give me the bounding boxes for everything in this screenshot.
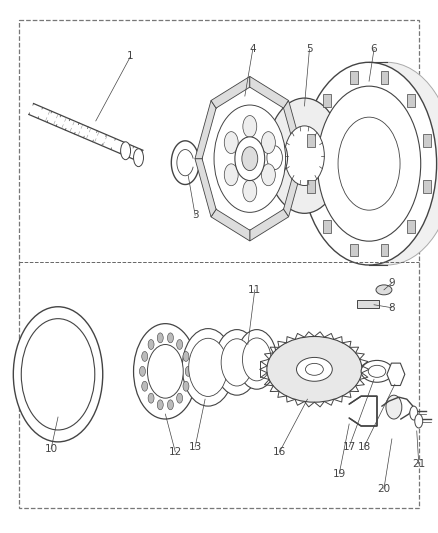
Ellipse shape [360,360,392,382]
Polygon shape [307,180,315,193]
Ellipse shape [182,329,233,406]
Polygon shape [322,94,330,107]
Ellipse shape [147,344,183,398]
Text: 18: 18 [357,442,370,452]
Ellipse shape [221,339,252,386]
Ellipse shape [375,285,391,295]
Ellipse shape [167,333,173,343]
Text: 16: 16 [272,447,286,457]
Ellipse shape [21,319,95,430]
Ellipse shape [337,117,399,210]
Polygon shape [406,221,414,233]
Polygon shape [422,134,430,147]
Ellipse shape [261,138,287,177]
Text: 9: 9 [388,278,394,288]
Ellipse shape [139,366,145,376]
Ellipse shape [167,400,173,410]
Bar [356,300,378,308]
Polygon shape [249,209,288,241]
Text: 17: 17 [342,442,355,452]
Ellipse shape [183,351,188,361]
Polygon shape [349,71,357,84]
Polygon shape [322,221,330,233]
Ellipse shape [185,366,191,376]
Polygon shape [406,94,414,107]
Ellipse shape [296,358,332,381]
Ellipse shape [242,116,256,138]
Polygon shape [386,363,404,385]
Polygon shape [194,101,215,159]
Polygon shape [283,101,304,159]
Ellipse shape [318,62,438,265]
Ellipse shape [242,338,270,381]
Ellipse shape [261,164,275,185]
Ellipse shape [183,381,188,391]
Ellipse shape [141,381,147,391]
Ellipse shape [120,142,130,160]
Ellipse shape [176,393,182,403]
Ellipse shape [201,87,297,230]
Ellipse shape [176,340,182,350]
Text: 4: 4 [249,44,255,54]
Polygon shape [194,159,215,217]
Text: 6: 6 [370,44,377,54]
Ellipse shape [266,336,361,402]
Polygon shape [249,76,288,108]
Polygon shape [380,71,388,84]
Text: 20: 20 [377,483,390,494]
Ellipse shape [266,98,342,213]
Ellipse shape [224,132,238,154]
Ellipse shape [148,393,154,403]
Text: 12: 12 [168,447,181,457]
Ellipse shape [241,147,257,171]
Ellipse shape [188,338,227,397]
Polygon shape [380,244,388,256]
Ellipse shape [214,105,285,212]
Text: 13: 13 [188,442,201,452]
Ellipse shape [284,126,324,185]
Polygon shape [307,134,315,147]
Polygon shape [422,180,430,193]
Ellipse shape [141,351,147,361]
Text: 19: 19 [332,469,345,479]
Text: 10: 10 [44,444,57,454]
Text: 1: 1 [127,51,134,61]
Ellipse shape [414,414,422,428]
Polygon shape [211,76,249,108]
Ellipse shape [237,329,276,389]
Ellipse shape [367,365,385,377]
Ellipse shape [242,180,256,202]
Polygon shape [211,209,249,241]
Text: 3: 3 [191,211,198,220]
Ellipse shape [385,395,401,419]
Ellipse shape [305,364,323,375]
Ellipse shape [133,324,197,419]
Ellipse shape [301,62,436,265]
Ellipse shape [157,333,163,343]
Ellipse shape [409,406,417,420]
Polygon shape [283,159,304,217]
Ellipse shape [224,164,238,185]
Ellipse shape [157,400,163,410]
Ellipse shape [266,146,282,169]
Ellipse shape [215,329,258,395]
Polygon shape [349,244,357,256]
Ellipse shape [234,137,264,181]
Text: 8: 8 [388,303,394,313]
Text: 21: 21 [411,459,424,469]
Ellipse shape [317,86,420,241]
Ellipse shape [148,340,154,350]
Ellipse shape [13,307,102,442]
Text: 11: 11 [247,285,261,295]
Ellipse shape [133,149,143,167]
Ellipse shape [261,132,275,154]
Text: 5: 5 [305,44,312,54]
